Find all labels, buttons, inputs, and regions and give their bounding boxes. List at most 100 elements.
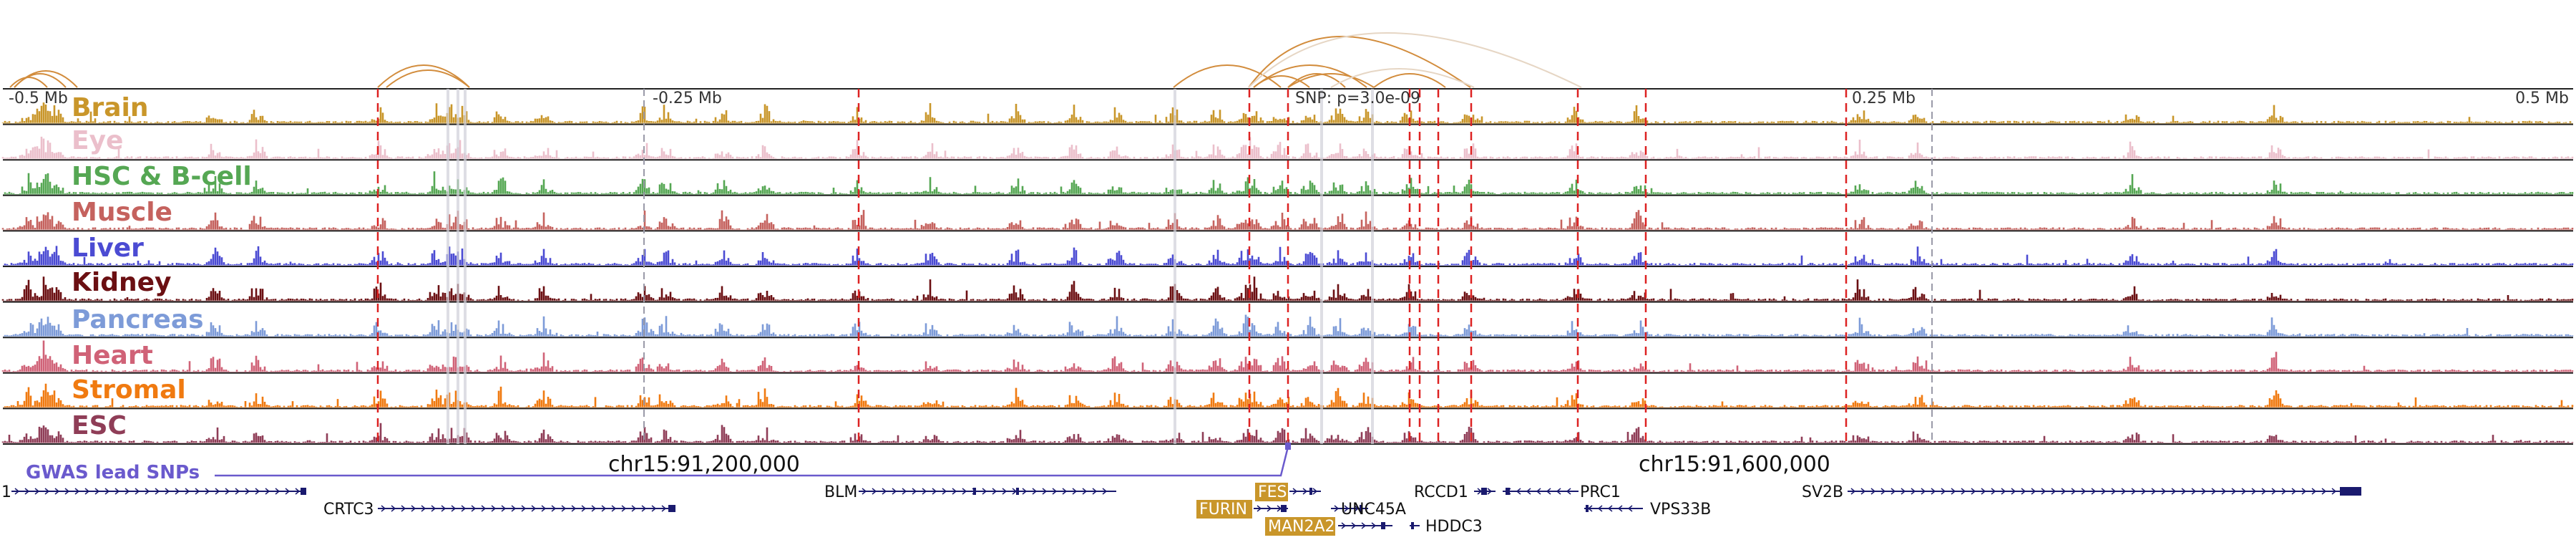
gene-structure — [1503, 488, 1579, 495]
strand-arrow — [24, 488, 30, 495]
strand-arrow — [2041, 488, 2046, 495]
strand-arrow — [902, 488, 907, 495]
scale-label-mid-right: 0.25 Mb — [1852, 90, 1916, 107]
strand-arrow — [2251, 488, 2257, 495]
strand-arrow — [1267, 505, 1272, 512]
strand-arrow — [862, 488, 867, 495]
strand-arrow — [94, 488, 100, 495]
highlight-column — [447, 89, 449, 444]
gene-label: VPS33B — [1650, 501, 1711, 519]
scale-label-left: -0.5 Mb — [9, 90, 68, 107]
loop-arc — [377, 64, 470, 88]
signal-peaks — [4, 383, 2574, 408]
strand-arrow — [2181, 488, 2187, 495]
track-label-pancreas: Pancreas — [72, 305, 204, 334]
strand-arrow — [391, 505, 396, 512]
strand-arrow — [165, 488, 170, 495]
exon — [1506, 488, 1510, 495]
strand-arrow — [155, 488, 160, 495]
strand-arrow — [1880, 488, 1886, 495]
strand-arrow — [2321, 488, 2327, 495]
loop-arc — [1287, 73, 1375, 88]
signal-peaks — [4, 246, 2574, 265]
strand-arrow — [381, 505, 386, 512]
track-label-eye: Eye — [72, 126, 123, 155]
strand-arrow — [1516, 488, 1521, 495]
strand-arrow — [1921, 488, 1926, 495]
strand-arrow — [1627, 505, 1633, 512]
exon — [668, 505, 675, 512]
strand-arrow — [1566, 488, 1571, 495]
strand-arrow — [245, 488, 250, 495]
strand-arrow — [2091, 488, 2097, 495]
strand-arrow — [1002, 488, 1008, 495]
gene-highlight-box — [1265, 517, 1335, 536]
strand-arrow — [1911, 488, 1916, 495]
coordinate-left: chr15:91,200,000 — [608, 452, 800, 477]
strand-arrow — [2191, 488, 2197, 495]
strand-arrow — [2211, 488, 2217, 495]
strand-arrow — [1312, 488, 1318, 495]
loop-arc — [386, 69, 470, 88]
strand-arrow — [1344, 505, 1350, 512]
gene-structure — [1289, 488, 1321, 495]
strand-arrow — [611, 505, 617, 512]
strand-arrow — [1961, 488, 1966, 495]
gene-label-highlighted: MAN2A2 — [1268, 518, 1335, 536]
coordinate-right: chr15:91,600,000 — [1639, 452, 1830, 477]
gene-label: HDDC3 — [1425, 518, 1483, 536]
strand-arrow — [205, 488, 210, 495]
exon — [1309, 488, 1312, 495]
gene-label: PRC1 — [1580, 483, 1621, 501]
strand-arrow — [2121, 488, 2127, 495]
strand-arrow — [145, 488, 150, 495]
exon — [1586, 505, 1589, 512]
signal-tracks — [1, 88, 2574, 445]
strand-arrow — [551, 505, 557, 512]
strand-arrow — [541, 505, 547, 512]
strand-arrow — [2101, 488, 2107, 495]
strand-arrow — [175, 488, 180, 495]
gene-label: 1 — [1, 483, 11, 501]
gene-structure — [1848, 487, 2361, 496]
strand-arrow — [641, 505, 647, 512]
strand-arrow — [1052, 488, 1058, 495]
gene-structure — [1584, 505, 1643, 512]
strand-arrow — [591, 505, 597, 512]
strand-arrow — [421, 505, 426, 512]
signal-peaks — [1, 340, 2574, 372]
strand-arrow — [1302, 488, 1308, 495]
chromatin-loops — [9, 32, 1582, 88]
strand-arrow — [581, 505, 587, 512]
strand-arrow — [1991, 488, 1996, 495]
exon — [1411, 522, 1414, 529]
highlight-columns — [447, 89, 1374, 444]
highlight-column — [1174, 89, 1176, 444]
strand-arrow — [54, 488, 60, 495]
strand-arrow — [952, 488, 957, 495]
strand-arrow — [275, 488, 280, 495]
gene-structure — [1338, 522, 1392, 529]
signal-peaks — [4, 171, 2574, 194]
strand-arrow — [2061, 488, 2067, 495]
gene-structure — [1331, 505, 1368, 512]
strand-arrow — [2331, 488, 2337, 495]
strand-arrow — [1102, 488, 1108, 495]
strand-arrow — [441, 505, 447, 512]
strand-arrow — [235, 488, 240, 495]
strand-arrow — [1022, 488, 1028, 495]
gene-label: BLM — [824, 483, 857, 501]
strand-arrow — [1536, 488, 1541, 495]
strand-arrow — [195, 488, 200, 495]
strand-arrow — [1617, 505, 1623, 512]
signal-peaks — [1, 423, 2574, 443]
scale-label-mid-left: -0.25 Mb — [653, 90, 722, 107]
exon — [1360, 505, 1362, 512]
strand-arrow — [14, 488, 20, 495]
distance-markers — [643, 89, 1933, 444]
gene-structure — [378, 505, 675, 512]
track-label-heart: Heart — [72, 341, 153, 370]
gene-track — [11, 487, 2361, 529]
track-row — [1, 136, 2574, 161]
